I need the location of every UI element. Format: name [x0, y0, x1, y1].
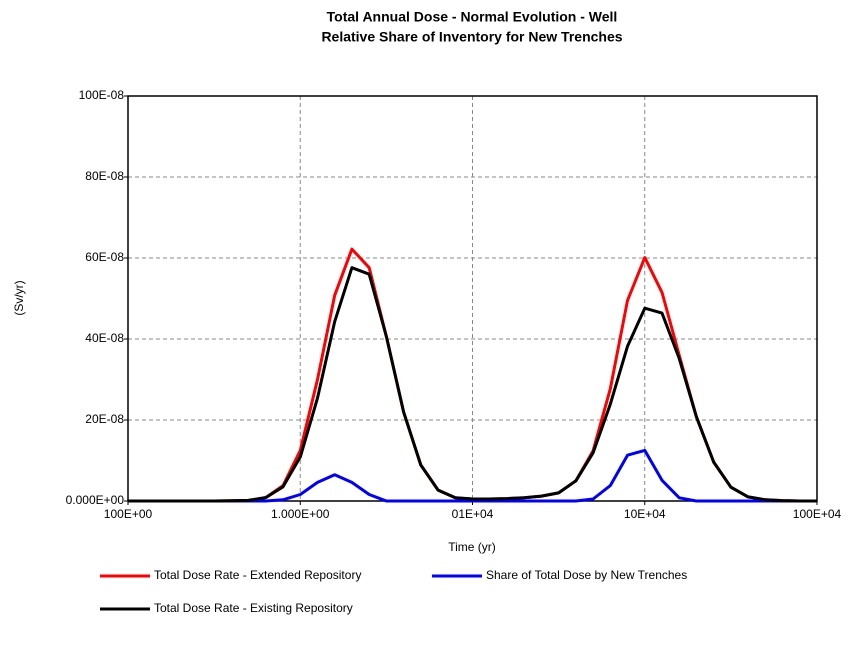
x-tick-label: 10E+04 [624, 507, 666, 521]
x-axis-label: Time (yr) [448, 540, 496, 554]
legend-label: Total Dose Rate - Existing Repository [154, 601, 353, 615]
x-tick-label: 01E+04 [452, 507, 494, 521]
chart-title: Total Annual Dose - Normal Evolution - W… [327, 9, 618, 25]
x-tick-label: 100E+00 [104, 507, 153, 521]
x-tick-label: 1.000E+00 [271, 507, 330, 521]
legend-label: Total Dose Rate - Extended Repository [154, 568, 361, 582]
x-tick-label: 100E+04 [793, 507, 842, 521]
y-tick-label: 80E-08 [85, 169, 124, 183]
y-axis-label: (Sv/yr) [12, 280, 26, 315]
y-tick-label: 40E-08 [85, 331, 124, 345]
y-tick-label: 100E-08 [79, 88, 125, 102]
y-tick-label: 20E-08 [85, 412, 124, 426]
chart-subtitle: Relative Share of Inventory for New Tren… [321, 29, 622, 45]
series-line [128, 266, 817, 503]
y-tick-label: 60E-08 [85, 250, 124, 264]
y-tick-label: 0.000E+00 [66, 493, 125, 507]
legend-label: Share of Total Dose by New Trenches [486, 568, 687, 582]
